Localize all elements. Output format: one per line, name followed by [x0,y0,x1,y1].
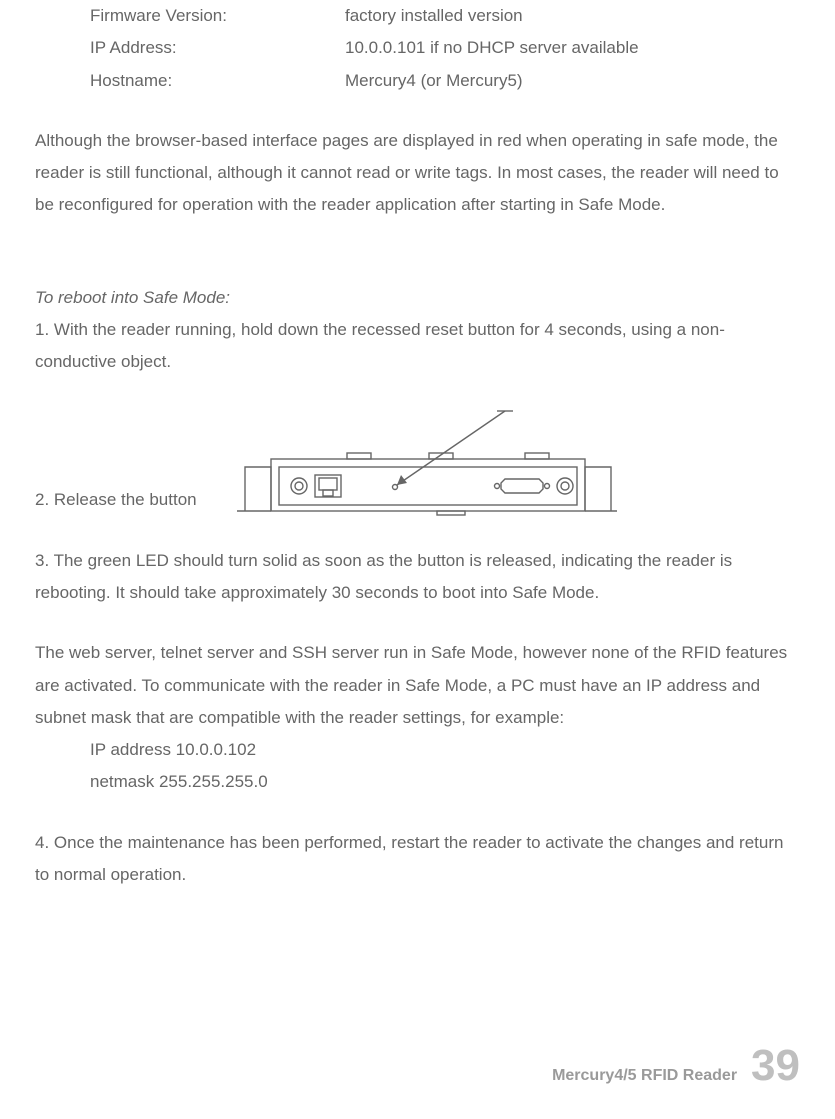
page-content: Firmware Version: factory installed vers… [0,0,835,891]
hostname-value: Mercury4 (or Mercury5) [345,65,523,97]
device-svg [237,407,617,517]
step-3: 3. The green LED should turn solid as so… [35,545,800,610]
step-2: 2. Release the button [35,484,197,516]
example-netmask: netmask 255.255.255.0 [35,766,800,798]
page-footer: Mercury4/5 RFID Reader 39 [552,1044,800,1091]
step-4: 4. Once the maintenance has been perform… [35,827,800,892]
step-2-row: 2. Release the button [35,407,800,517]
info-row-hostname: Hostname: Mercury4 (or Mercury5) [35,65,800,97]
paragraph-safe-mode-desc: Although the browser-based interface pag… [35,125,800,222]
footer-title: Mercury4/5 RFID Reader [552,1061,737,1091]
step-1: 1. With the reader running, hold down th… [35,314,800,379]
firmware-value: factory installed version [345,0,523,32]
footer-page-number: 39 [751,1044,800,1088]
example-ip: IP address 10.0.0.102 [35,734,800,766]
info-row-firmware: Firmware Version: factory installed vers… [35,0,800,32]
heading-reboot: To reboot into Safe Mode: [35,282,800,314]
ip-label: IP Address: [90,32,345,64]
info-row-ip: IP Address: 10.0.0.101 if no DHCP server… [35,32,800,64]
hostname-label: Hostname: [90,65,345,97]
firmware-label: Firmware Version: [90,0,345,32]
device-diagram [237,407,617,517]
paragraph-servers: The web server, telnet server and SSH se… [35,637,800,734]
ip-value: 10.0.0.101 if no DHCP server available [345,32,639,64]
